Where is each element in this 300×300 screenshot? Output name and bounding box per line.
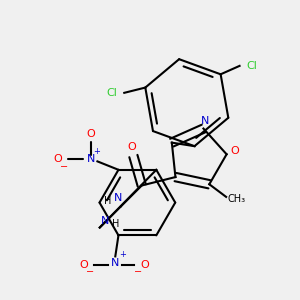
Text: O: O <box>80 260 88 270</box>
Text: O: O <box>231 146 239 156</box>
Text: N: N <box>101 216 109 226</box>
Text: Cl: Cl <box>106 88 117 98</box>
Text: N: N <box>201 116 210 126</box>
Text: O: O <box>140 260 149 270</box>
Text: H: H <box>112 219 119 230</box>
Text: H: H <box>104 196 112 206</box>
Text: O: O <box>87 129 95 139</box>
Text: +: + <box>93 147 100 156</box>
Text: O: O <box>53 154 62 164</box>
Text: Cl: Cl <box>247 61 258 71</box>
Text: CH₃: CH₃ <box>228 194 246 204</box>
Text: N: N <box>87 154 95 164</box>
Text: −: − <box>134 267 142 277</box>
Text: O: O <box>127 142 136 152</box>
Text: N: N <box>113 193 122 203</box>
Text: N: N <box>111 258 119 268</box>
Text: −: − <box>60 162 68 172</box>
Text: +: + <box>119 250 126 259</box>
Text: −: − <box>86 267 94 277</box>
